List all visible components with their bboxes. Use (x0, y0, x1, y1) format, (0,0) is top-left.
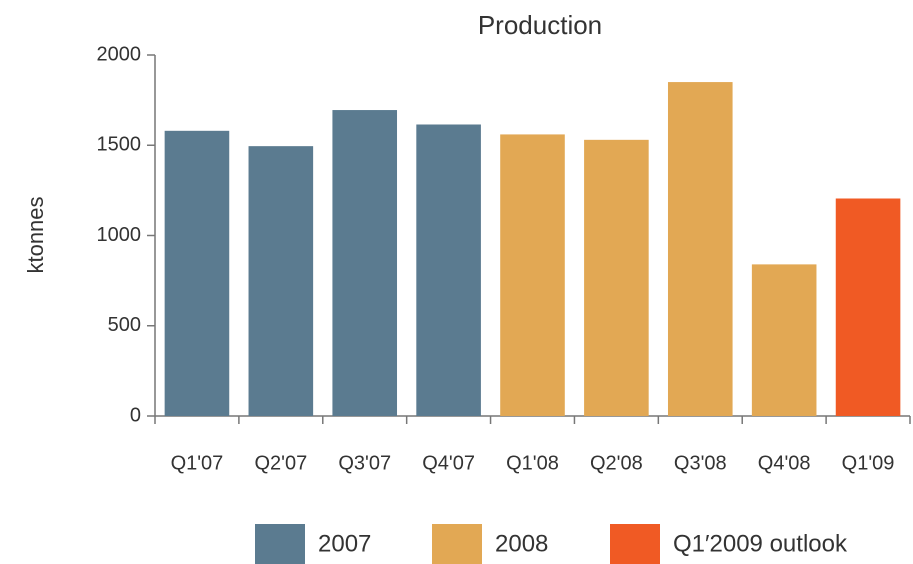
bar (667, 82, 733, 416)
bar (164, 130, 230, 416)
legend-label: 2007 (318, 530, 371, 557)
bar (500, 134, 565, 417)
y-tick-label: 1500 (97, 134, 142, 156)
legend-swatch (610, 524, 660, 564)
y-tick-label: 1000 (97, 224, 142, 246)
bar (416, 124, 481, 417)
legend-swatch (432, 524, 482, 564)
bar (584, 139, 649, 416)
legend-label: 2008 (495, 530, 548, 557)
y-tick-label: 2000 (97, 43, 142, 65)
bar (835, 198, 901, 416)
x-tick-label: Q1'08 (506, 452, 559, 474)
y-axis-label: ktonnes (23, 196, 48, 273)
legend-swatch (255, 524, 305, 564)
x-tick-label: Q3'07 (338, 452, 391, 474)
x-tick-label: Q4'07 (422, 452, 475, 474)
x-tick-label: Q2'08 (590, 452, 643, 474)
bar (332, 110, 398, 417)
x-tick-label: Q4'08 (758, 452, 811, 474)
legend-label: Q1′2009 outlook (673, 530, 848, 557)
x-tick-label: Q1'07 (171, 452, 224, 474)
x-tick-label: Q2'07 (254, 452, 307, 474)
x-tick-label: Q1'09 (842, 452, 895, 474)
y-tick-label: 0 (130, 404, 141, 426)
chart-title: Production (478, 10, 602, 40)
x-tick-label: Q3'08 (674, 452, 727, 474)
y-tick-label: 500 (108, 314, 141, 336)
bar (248, 146, 314, 416)
bar (751, 264, 817, 416)
